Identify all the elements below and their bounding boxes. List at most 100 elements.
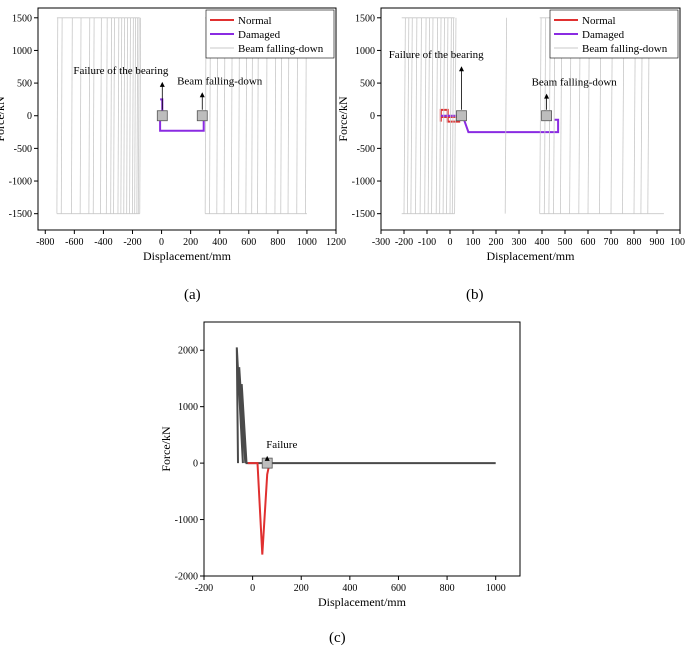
legend-entry-label: Beam falling-down — [582, 43, 668, 55]
x-tick-label: 1000 — [670, 237, 685, 248]
x-axis-label: Displacement/mm — [487, 249, 576, 263]
beam-sweep-line — [88, 17, 91, 214]
annotation-arrow-head — [459, 66, 464, 72]
y-tick-label: 0 — [370, 111, 375, 122]
y-tick-label: -2000 — [175, 572, 198, 583]
x-tick-label: -200 — [195, 583, 213, 594]
beam-sweep-line — [117, 17, 120, 214]
y-axis-label: Force/kN — [159, 426, 173, 472]
x-axis-label: Displacement/mm — [143, 249, 232, 263]
beam-sweep-line — [415, 17, 418, 214]
y-tick-label: -1000 — [352, 177, 375, 188]
y-tick-label: -1000 — [9, 177, 32, 188]
x-tick-label: 0 — [159, 237, 164, 248]
x-tick-label: -800 — [36, 237, 54, 248]
x-tick-label: -200 — [123, 237, 141, 248]
x-tick-label: 800 — [270, 237, 285, 248]
x-tick-label: 200 — [489, 237, 504, 248]
beam-sweep-line — [120, 17, 123, 214]
caption-b: (b) — [466, 287, 484, 303]
x-tick-label: -100 — [418, 237, 436, 248]
x-tick-label: 400 — [535, 237, 550, 248]
beam-sweep-line — [129, 17, 131, 214]
series-line-1 — [247, 462, 271, 555]
beam-sweep-line — [504, 17, 507, 214]
panel-b-chart: -300 -200 -100 0 100 200 300 400 500 600 700 800 900… — [336, 7, 685, 263]
y-tick-label: -1500 — [9, 209, 32, 220]
x-tick-label: 400 — [212, 237, 227, 248]
y-axis-label: Force/kN — [336, 96, 350, 142]
x-tick-label: 700 — [604, 237, 619, 248]
x-tick-label: 100 — [466, 237, 481, 248]
legend: Normal Damaged Beam falling-down — [549, 9, 679, 59]
x-tick-label: -200 — [395, 237, 413, 248]
beam-sweep-line — [60, 17, 63, 214]
plot-frame — [380, 7, 681, 231]
y-axis-label: Force/kN — [0, 96, 7, 142]
y-tick-label: 1000 — [355, 46, 375, 57]
beam-sweep-line — [136, 17, 139, 214]
x-tick-label: -400 — [94, 237, 112, 248]
y-tick-label: 1500 — [355, 13, 375, 24]
beam-sweep-line — [132, 17, 134, 214]
x-tick-label: -600 — [65, 237, 83, 248]
x-tick-label: 0 — [250, 583, 255, 594]
beam-sweep-line — [446, 17, 449, 214]
beam-sweep-line — [105, 17, 108, 214]
annotation-arrow-head — [544, 93, 550, 99]
beam-sweep-line — [431, 17, 434, 214]
annotation-arrow-head — [159, 81, 165, 87]
x-tick-label: -300 — [372, 237, 390, 248]
x-tick-label: 1200 — [326, 237, 346, 248]
beam-sweep-line — [407, 17, 410, 214]
beam-sweep-line — [424, 17, 427, 214]
x-tick-label: 1000 — [486, 583, 506, 594]
panel-a-chart: -800 -600 -400 -200 0 200 400 600 800 1000 1200 -15… — [0, 7, 346, 263]
y-tick-label: 2000 — [178, 346, 198, 357]
beam-sweep-line — [419, 17, 422, 214]
y-tick-label: 1000 — [12, 46, 32, 57]
legend-entry-label: Normal — [238, 15, 272, 27]
failure-marker — [541, 110, 552, 122]
annotation-label: Failure of the bearing — [73, 65, 168, 77]
y-tick-label: -1000 — [175, 515, 198, 526]
y-tick-label: 0 — [27, 111, 32, 122]
beam-sweep-line — [123, 17, 126, 214]
x-tick-label: 600 — [581, 237, 596, 248]
beam-sweep-line — [451, 17, 455, 214]
beam-sweep-line — [113, 17, 115, 214]
beam-sweep-line — [403, 17, 406, 214]
x-tick-label: 200 — [183, 237, 198, 248]
x-tick-label: 300 — [512, 237, 527, 248]
beam-sweep-line — [427, 17, 430, 214]
annotation-label: Beam falling-down — [177, 75, 263, 87]
x-tick-label: 800 — [440, 583, 455, 594]
beam-sweep-line — [56, 17, 59, 214]
x-tick-label: 800 — [627, 237, 642, 248]
y-tick-label: -500 — [14, 144, 32, 155]
series-line-0 — [235, 347, 496, 465]
y-tick-label: 500 — [17, 79, 32, 90]
annotation-label: Failure of the bearing — [389, 49, 484, 61]
beam-sweep-line — [449, 17, 452, 214]
legend-entry-label: Normal — [582, 15, 616, 27]
legend-entry-label: Damaged — [238, 29, 281, 41]
annotation-arrow-head — [199, 92, 205, 98]
beam-sweep-line — [410, 17, 413, 214]
beam-sweep-line — [79, 17, 82, 214]
plot-frame — [37, 7, 337, 231]
y-tick-label: -1500 — [352, 209, 375, 220]
annotation-label: Failure — [266, 439, 297, 451]
x-tick-label: 1000 — [297, 237, 317, 248]
beam-sweep-line — [442, 17, 445, 214]
y-tick-label: 1500 — [12, 13, 32, 24]
beam-sweep-line — [92, 17, 95, 214]
beam-sweep-line — [100, 17, 102, 214]
beam-sweep-line — [539, 17, 542, 214]
legend-entry-label: Beam falling-down — [238, 43, 324, 55]
beam-sweep-line — [139, 17, 142, 214]
x-tick-label: 200 — [294, 583, 309, 594]
x-tick-label: 600 — [241, 237, 256, 248]
y-tick-label: -500 — [357, 144, 375, 155]
